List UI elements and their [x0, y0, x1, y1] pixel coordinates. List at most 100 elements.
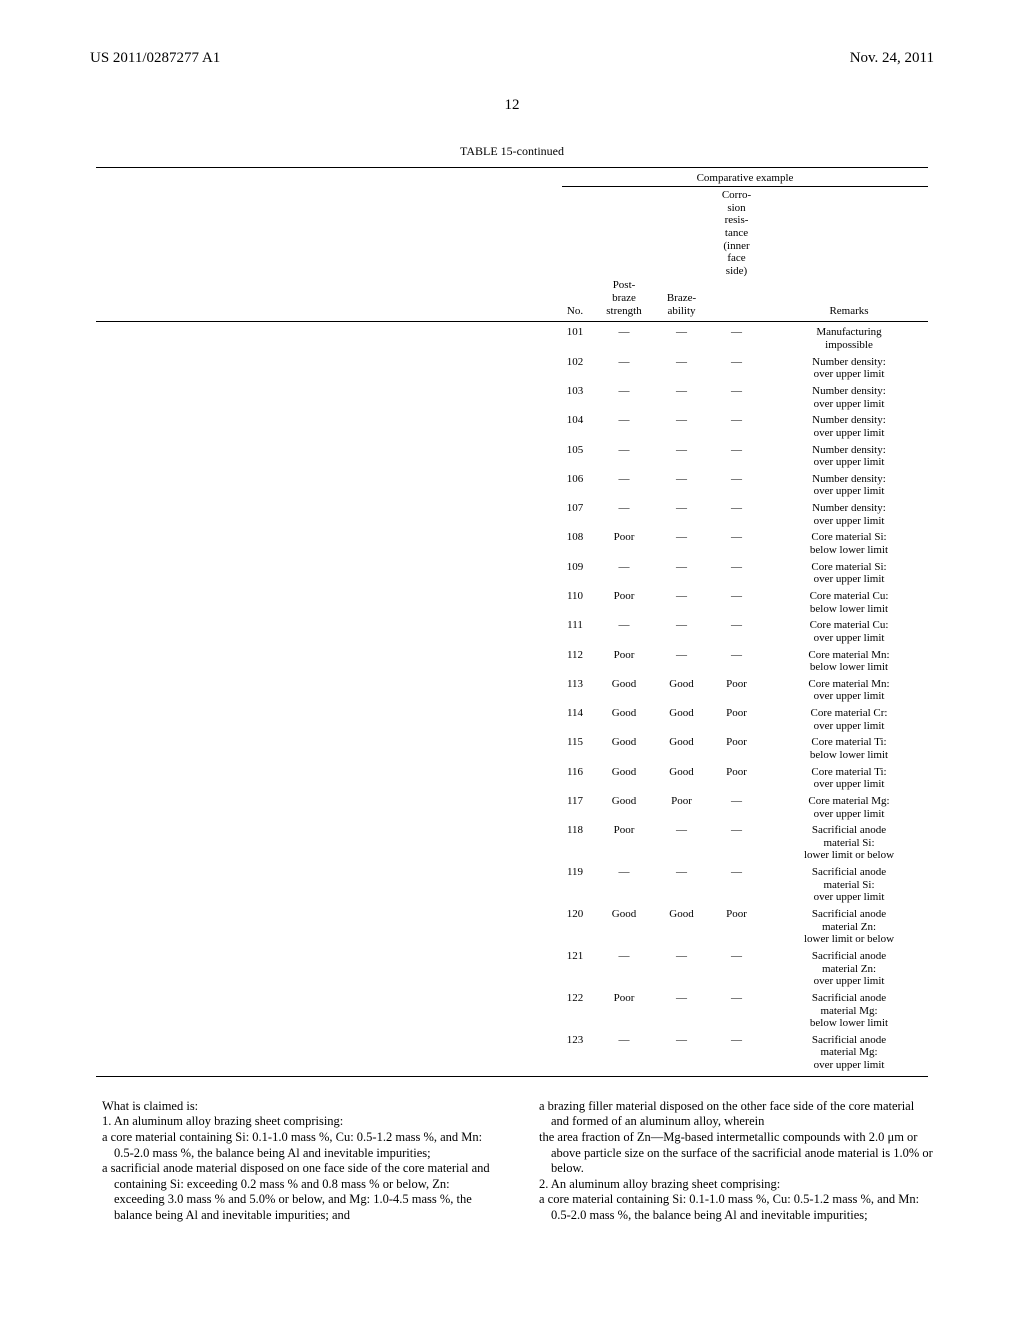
cell-corr: —	[709, 864, 764, 906]
cell-corr: —	[709, 471, 764, 500]
cell-strength: —	[594, 948, 654, 990]
claims-right-col: a brazing filler material disposed on th…	[527, 1099, 934, 1224]
cell-remarks: Number density:over upper limit	[764, 500, 934, 529]
cell-strength: —	[594, 412, 654, 441]
cell-no: 116	[556, 764, 594, 793]
cell-strength: Good	[594, 793, 654, 822]
page-number: 12	[90, 97, 934, 114]
cell-strength: Good	[594, 676, 654, 705]
publication-number: US 2011/0287277 A1	[90, 50, 220, 67]
table-row: 113GoodGoodPoorCore material Mn:over upp…	[90, 676, 934, 705]
cell-no: 105	[556, 442, 594, 471]
cell-corr: —	[709, 822, 764, 864]
cell-strength: Poor	[594, 822, 654, 864]
cell-remarks: Core material Mg:over upper limit	[764, 793, 934, 822]
cell-braze: —	[654, 588, 709, 617]
cell-strength: —	[594, 324, 654, 353]
cell-braze: Good	[654, 906, 709, 948]
table-row: 122Poor——Sacrificial anodematerial Mg:be…	[90, 990, 934, 1032]
claim-2-core: a core material containing Si: 0.1-1.0 m…	[527, 1192, 934, 1223]
cell-remarks: Sacrificial anodematerial Mg:over upper …	[764, 1032, 934, 1074]
cell-no: 109	[556, 559, 594, 588]
cell-strength: Poor	[594, 529, 654, 558]
cell-strength: Good	[594, 764, 654, 793]
cell-no: 123	[556, 1032, 594, 1074]
table-row: 116GoodGoodPoorCore material Ti:over upp…	[90, 764, 934, 793]
cell-remarks: Core material Si:below lower limit	[764, 529, 934, 558]
cell-no: 101	[556, 324, 594, 353]
cell-remarks: Core material Cu:below lower limit	[764, 588, 934, 617]
table-row: 118Poor——Sacrificial anodematerial Si:lo…	[90, 822, 934, 864]
table-group-header: Comparative example	[556, 170, 934, 184]
col-strength: Post- braze strength	[594, 279, 654, 319]
cell-no: 122	[556, 990, 594, 1032]
cell-braze: —	[654, 471, 709, 500]
cell-corr: —	[709, 1032, 764, 1074]
cell-corr: —	[709, 559, 764, 588]
cell-corr: Poor	[709, 906, 764, 948]
cell-strength: —	[594, 617, 654, 646]
cell-corr: —	[709, 442, 764, 471]
col-braze: Braze- ability	[654, 279, 709, 319]
claims-intro: What is claimed is:	[90, 1099, 497, 1115]
cell-no: 106	[556, 471, 594, 500]
cell-corr: —	[709, 354, 764, 383]
cell-remarks: Sacrificial anodematerial Zn:lower limit…	[764, 906, 934, 948]
data-table-wrap: Comparative example Corro- sion resis- t…	[90, 165, 934, 1079]
cell-remarks: Core material Cr:over upper limit	[764, 705, 934, 734]
cell-braze: Good	[654, 705, 709, 734]
cell-braze: —	[654, 412, 709, 441]
cell-braze: Good	[654, 764, 709, 793]
cell-remarks: Core material Cu:over upper limit	[764, 617, 934, 646]
cell-strength: —	[594, 471, 654, 500]
cell-braze: —	[654, 500, 709, 529]
cell-braze: —	[654, 324, 709, 353]
claims-section: What is claimed is: 1. An aluminum alloy…	[90, 1099, 934, 1224]
table-row: 104———Number density:over upper limit	[90, 412, 934, 441]
table-row: 109———Core material Si:over upper limit	[90, 559, 934, 588]
cell-strength: Poor	[594, 647, 654, 676]
cell-strength: —	[594, 559, 654, 588]
cell-no: 104	[556, 412, 594, 441]
cell-corr: —	[709, 990, 764, 1032]
claim-1-anode: a sacrificial anode material disposed on…	[90, 1161, 497, 1224]
cell-remarks: Core material Ti:below lower limit	[764, 734, 934, 763]
table-row: 110Poor——Core material Cu:below lower li…	[90, 588, 934, 617]
cell-strength: —	[594, 442, 654, 471]
cell-corr: Poor	[709, 734, 764, 763]
cell-remarks: Number density:over upper limit	[764, 412, 934, 441]
data-table: Comparative example Corro- sion resis- t…	[90, 165, 934, 1079]
cell-braze: Good	[654, 734, 709, 763]
cell-remarks: Core material Mn:below lower limit	[764, 647, 934, 676]
cell-braze: —	[654, 647, 709, 676]
cell-strength: —	[594, 500, 654, 529]
claim-1-open: 1. An aluminum alloy brazing sheet compr…	[90, 1114, 497, 1130]
cell-corr: —	[709, 412, 764, 441]
cell-braze: —	[654, 948, 709, 990]
cell-no: 115	[556, 734, 594, 763]
cell-remarks: Sacrificial anodematerial Mg:below lower…	[764, 990, 934, 1032]
table-row: 101———Manufacturingimpossible	[90, 324, 934, 353]
cell-corr: Poor	[709, 764, 764, 793]
col-no: No.	[556, 279, 594, 319]
cell-remarks: Core material Mn:over upper limit	[764, 676, 934, 705]
cell-remarks: Sacrificial anodematerial Si:over upper …	[764, 864, 934, 906]
table-row: 114GoodGoodPoorCore material Cr:over upp…	[90, 705, 934, 734]
table-row: 108Poor——Core material Si:below lower li…	[90, 529, 934, 558]
cell-strength: Poor	[594, 588, 654, 617]
cell-braze: —	[654, 442, 709, 471]
cell-corr: Poor	[709, 676, 764, 705]
cell-corr: —	[709, 383, 764, 412]
table-row: 117GoodPoor—Core material Mg:over upper …	[90, 793, 934, 822]
table-row: 103———Number density:over upper limit	[90, 383, 934, 412]
cell-braze: —	[654, 1032, 709, 1074]
table-row: 120GoodGoodPoorSacrificial anodematerial…	[90, 906, 934, 948]
cell-corr: —	[709, 948, 764, 990]
cell-corr: —	[709, 324, 764, 353]
cell-remarks: Number density:over upper limit	[764, 442, 934, 471]
cell-no: 120	[556, 906, 594, 948]
cell-no: 108	[556, 529, 594, 558]
cell-remarks: Sacrificial anodematerial Si:lower limit…	[764, 822, 934, 864]
cell-corr: —	[709, 529, 764, 558]
cell-braze: —	[654, 864, 709, 906]
